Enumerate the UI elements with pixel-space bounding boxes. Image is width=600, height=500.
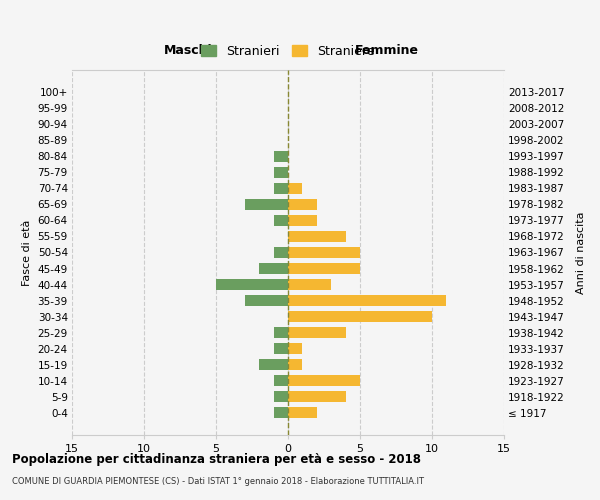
Bar [288,214,317,226]
Bar [274,182,288,194]
Y-axis label: Anni di nascita: Anni di nascita [576,211,586,294]
Bar [274,150,288,162]
Bar [288,230,346,242]
Bar [288,311,432,322]
Bar [288,246,360,258]
Bar [288,182,302,194]
Bar [259,359,288,370]
Text: COMUNE DI GUARDIA PIEMONTESE (CS) - Dati ISTAT 1° gennaio 2018 - Elaborazione TU: COMUNE DI GUARDIA PIEMONTESE (CS) - Dati… [12,478,424,486]
Legend: Stranieri, Straniere: Stranieri, Straniere [196,40,380,62]
Bar [245,198,288,210]
Bar [288,327,346,338]
Bar [288,407,317,418]
Bar [274,166,288,178]
Bar [288,375,360,386]
Bar [288,262,360,274]
Bar [274,391,288,402]
Bar [288,279,331,290]
Bar [216,279,288,290]
Bar [274,343,288,354]
Bar [288,391,346,402]
Bar [259,262,288,274]
Y-axis label: Fasce di età: Fasce di età [22,220,32,286]
Text: Femmine: Femmine [355,44,419,57]
Bar [274,214,288,226]
Bar [288,198,317,210]
Bar [274,375,288,386]
Bar [288,359,302,370]
Bar [274,246,288,258]
Bar [245,295,288,306]
Text: Maschi: Maschi [164,44,213,57]
Bar [274,327,288,338]
Bar [288,295,446,306]
Text: Popolazione per cittadinanza straniera per età e sesso - 2018: Popolazione per cittadinanza straniera p… [12,452,421,466]
Bar [274,407,288,418]
Bar [288,343,302,354]
